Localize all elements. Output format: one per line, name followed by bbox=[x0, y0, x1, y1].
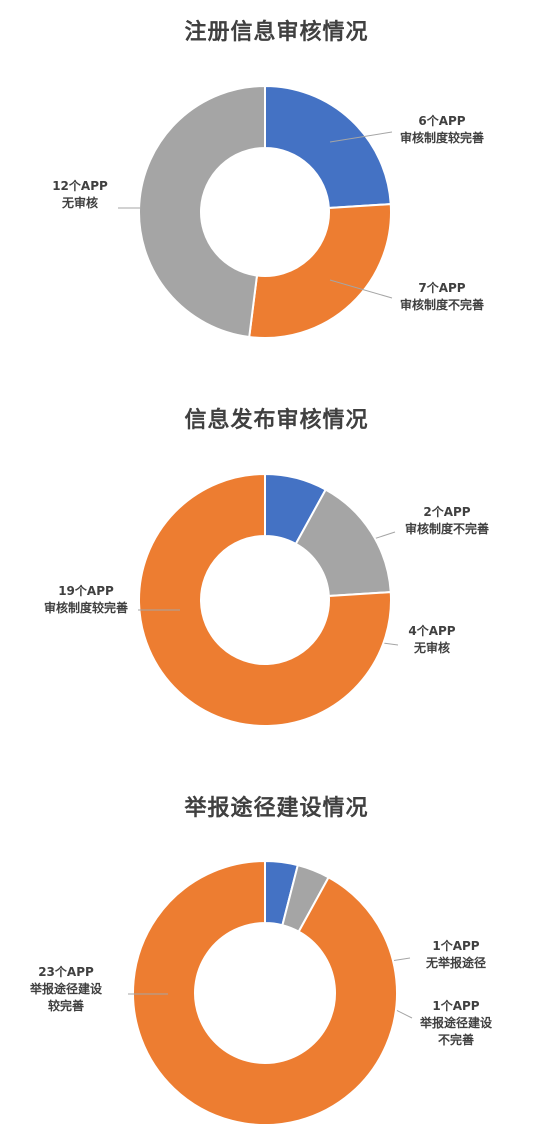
slice-label-line: 审核制度较完善 bbox=[400, 130, 484, 145]
leader-line bbox=[329, 131, 393, 143]
donut-slice bbox=[248, 203, 392, 339]
slice-label-line: 19个APP bbox=[58, 583, 114, 598]
slice-label: 1个APP 无举报途径 bbox=[425, 938, 486, 970]
slice-label-line: 审核制度不完善 bbox=[405, 521, 489, 536]
chart-title: 信息发布审核情况 bbox=[184, 407, 369, 433]
slice-label: 2个APP 审核制度不完善 bbox=[405, 504, 489, 536]
slice-label: 23个APP 举报途径建设较完善 bbox=[29, 964, 103, 1013]
chart-1: 注册信息审核情况 6个APP 审核制度较完善 7个APP 审核制度不完善 12个APP 无… bbox=[0, 0, 553, 370]
slice-label-line: 审核制度较完善 bbox=[44, 600, 128, 615]
slice-label: 19个APP 审核制度较完善 bbox=[44, 583, 128, 615]
slice-label: 7个APP 审核制度不完善 bbox=[400, 280, 484, 312]
slice-label-line: 审核制度不完善 bbox=[400, 297, 484, 312]
slice-label: 4个APP 无审核 bbox=[408, 623, 455, 655]
slice-label-line: 6个APP bbox=[418, 113, 465, 128]
chart-3: 举报途径建设情况 1个APP 无举报途径 1个APP 举报途径建设不完善 23个APP 举… bbox=[0, 780, 553, 1124]
slice-label-line: 23个APP bbox=[38, 964, 94, 979]
donut-chart: 2个APP 审核制度不完善 4个APP 无审核 19个APP 审核制度较完善 bbox=[44, 472, 489, 727]
chart-title: 注册信息审核情况 bbox=[184, 19, 369, 45]
chart-2: 信息发布审核情况 2个APP 审核制度不完善 4个APP 无审核 19个APP 审核制度较… bbox=[0, 390, 553, 760]
slice-label: 1个APP 举报途径建设不完善 bbox=[419, 998, 493, 1047]
leader-line bbox=[329, 279, 393, 299]
slice-label-line: 举报途径建设 bbox=[29, 981, 103, 996]
donut-slice bbox=[138, 472, 392, 727]
slice-label-line: 2个APP bbox=[423, 504, 470, 519]
donut-slice bbox=[264, 84, 392, 210]
slice-label-line: 1个APP bbox=[432, 998, 479, 1013]
slice-label-line: 7个APP bbox=[418, 280, 465, 295]
slice-label-line: 无审核 bbox=[413, 640, 450, 655]
slice-label-line: 无审核 bbox=[61, 195, 98, 210]
chart-title: 举报途径建设情况 bbox=[184, 795, 369, 821]
slice-label-line: 4个APP bbox=[408, 623, 455, 638]
slice-label-line: 无举报途径 bbox=[425, 955, 486, 970]
slice-label-line: 1个APP bbox=[432, 938, 479, 953]
slice-label-line: 较完善 bbox=[48, 998, 84, 1013]
slice-label-line: 不完善 bbox=[438, 1032, 474, 1047]
donut-slice bbox=[132, 859, 398, 1124]
donut-chart: 6个APP 审核制度较完善 7个APP 审核制度不完善 12个APP 无审核 bbox=[52, 84, 484, 339]
slice-label: 6个APP 审核制度较完善 bbox=[400, 113, 484, 145]
slice-label: 12个APP 无审核 bbox=[52, 178, 108, 210]
slice-label-line: 举报途径建设 bbox=[419, 1015, 493, 1030]
donut-slice bbox=[138, 84, 266, 339]
slice-label-line: 12个APP bbox=[52, 178, 108, 193]
